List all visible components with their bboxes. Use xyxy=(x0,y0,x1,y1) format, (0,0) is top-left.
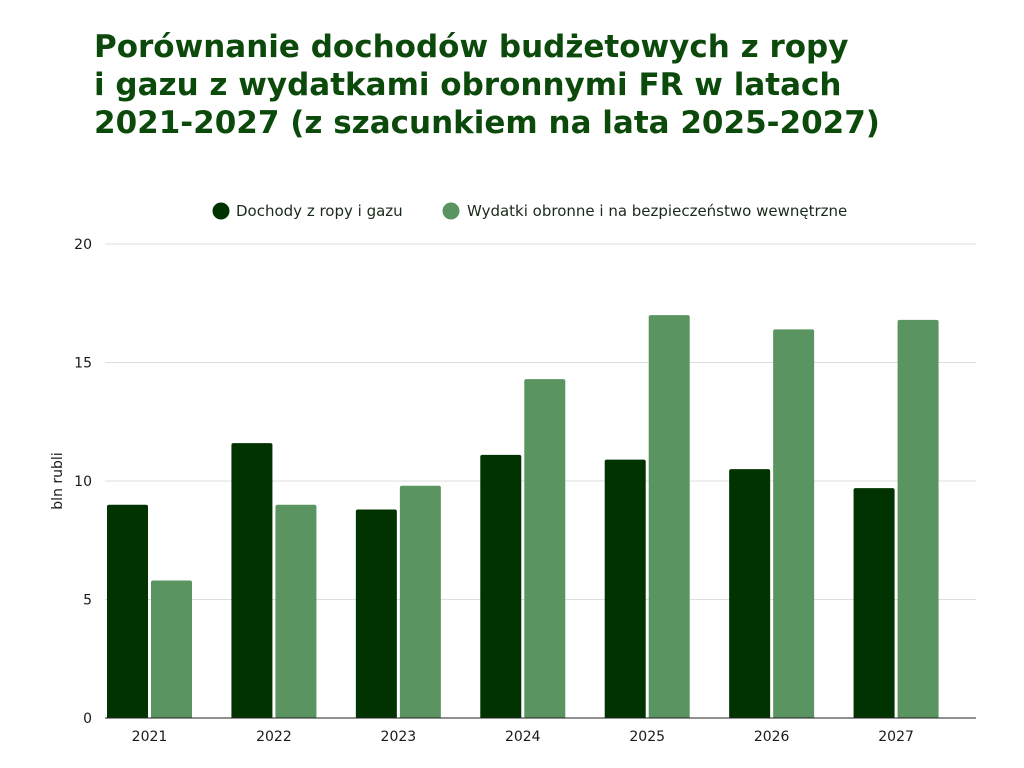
bar-revenue-2027 xyxy=(853,488,895,718)
bar-defense-2022 xyxy=(275,504,317,718)
bar-defense-2024 xyxy=(524,379,566,718)
chart-legend: Dochody z ropy i gazu Wydatki obronne i n… xyxy=(212,202,847,220)
legend-marker-defense xyxy=(442,202,460,220)
bars xyxy=(107,315,939,718)
y-axis: 0 5 10 15 20 bln rubli xyxy=(50,237,976,727)
x-tick-label: 2023 xyxy=(381,729,417,745)
bar-defense-2026 xyxy=(773,329,815,718)
chart-title-line-3: 2021-2027 (z szacunkiem na lata 2025-202… xyxy=(94,105,880,141)
bar-revenue-2022 xyxy=(231,443,273,718)
x-tick-label: 2024 xyxy=(505,729,541,745)
chart-title-line-1: Porównanie dochodów budżetowych z ropy xyxy=(94,29,849,65)
x-axis: 2021 2022 2023 2024 2025 2026 2027 xyxy=(132,729,914,745)
bar-defense-2025 xyxy=(648,315,690,718)
bar-defense-2027 xyxy=(897,319,939,718)
x-tick-label: 2025 xyxy=(629,729,665,745)
y-tick-label: 20 xyxy=(74,237,92,253)
bar-defense-2021 xyxy=(151,580,192,718)
y-tick-label: 5 xyxy=(83,593,92,609)
x-tick-label: 2022 xyxy=(256,729,292,745)
chart-title: Porównanie dochodów budżetowych z ropy i… xyxy=(94,28,934,142)
x-tick-label: 2027 xyxy=(878,729,914,745)
legend-label-defense: Wydatki obronne i na bezpieczeństwo wewn… xyxy=(467,202,847,220)
x-tick-label: 2021 xyxy=(132,729,168,745)
y-axis-title: bln rubli xyxy=(50,452,66,509)
y-tick-label: 15 xyxy=(74,356,92,372)
bar-revenue-2024 xyxy=(480,454,522,718)
chart-title-line-2: i gazu z wydatkami obronnymi FR w latach xyxy=(94,67,842,103)
legend-marker-revenue xyxy=(212,202,230,220)
bar-revenue-2025 xyxy=(604,459,646,718)
legend-label-revenue: Dochody z ropy i gazu xyxy=(236,202,403,220)
bar-revenue-2026 xyxy=(729,469,771,718)
bar-revenue-2023 xyxy=(355,509,397,718)
x-tick-label: 2026 xyxy=(754,729,790,745)
bar-defense-2023 xyxy=(399,485,441,718)
bar-revenue-2021 xyxy=(107,504,148,718)
y-tick-label: 0 xyxy=(83,711,92,727)
y-tick-label: 10 xyxy=(74,474,92,490)
